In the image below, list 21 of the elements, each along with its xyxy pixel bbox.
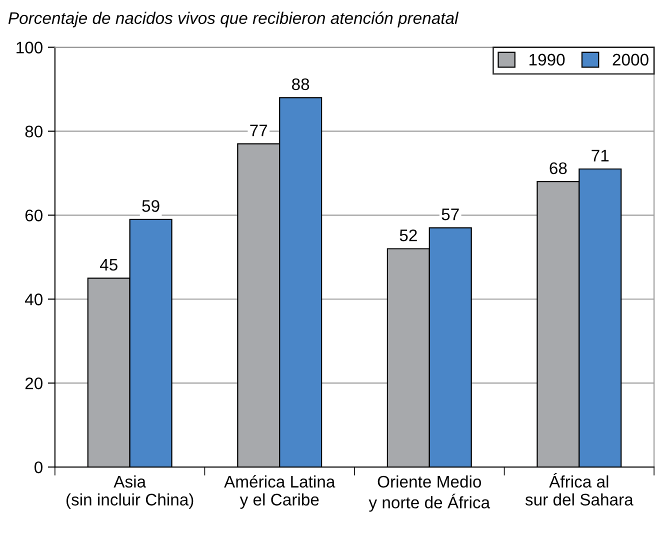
- data-label: 59: [142, 200, 160, 212]
- data-label: 57: [442, 208, 459, 220]
- data-label: 77: [250, 124, 268, 136]
- y-tick-label: 80: [25, 126, 42, 138]
- x-tick-label: América Latina y el Caribe: [224, 475, 336, 509]
- y-tick-label: 60: [25, 210, 42, 222]
- x-tick-label: Oriente Medio y norte de África: [368, 475, 490, 512]
- chart-title: Porcentaje de nacidos vivos que recibieron atención prenatal: [8, 12, 459, 28]
- x-tick-label: Asia (sin incluir China): [66, 475, 194, 509]
- y-tick-label: 40: [24, 294, 42, 306]
- legend-label: 2000: [612, 54, 648, 66]
- data-label: 88: [292, 78, 310, 90]
- data-label: 52: [400, 229, 417, 242]
- data-label: 68: [550, 162, 567, 174]
- data-label: 71: [592, 150, 609, 162]
- x-tick-label: África al sur del Sahara: [525, 473, 634, 506]
- data-label: 45: [100, 259, 118, 271]
- y-tick-label: 0: [34, 461, 42, 474]
- y-tick-label: 100: [16, 42, 42, 54]
- legend-label: 1990: [530, 54, 565, 66]
- y-tick-label: 20: [25, 377, 42, 390]
